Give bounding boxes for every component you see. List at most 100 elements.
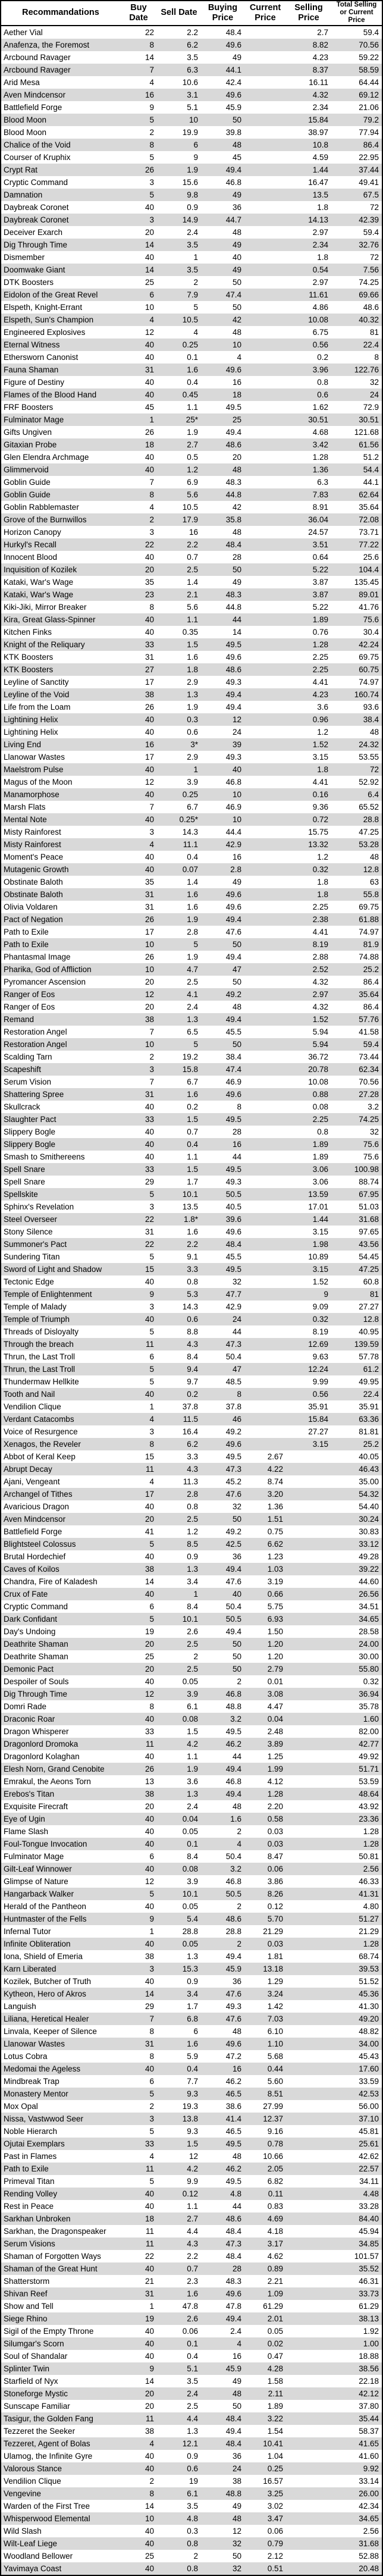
cell-buy_date[interactable]: 5 [149, 152, 154, 162]
cell-total[interactable]: 86.4 [363, 977, 379, 986]
cell-name[interactable]: Skullcrack [4, 1102, 40, 1111]
cell-sell_date[interactable]: 0.25 [182, 789, 198, 799]
cell-name[interactable]: Grove of the Burnwillos [4, 515, 87, 524]
cell-sell_date[interactable]: 1.1 [187, 402, 198, 412]
cell-buy_date[interactable]: 40 [145, 1314, 154, 1324]
cell-selling_price[interactable]: 0.54 [312, 265, 328, 274]
cell-buying_price[interactable]: 48.4 [225, 1239, 241, 1249]
cell-selling_price[interactable]: 2.25 [312, 652, 328, 662]
cell-buying_price[interactable]: 24 [232, 2464, 241, 2473]
cell-total[interactable]: 61.56 [359, 440, 379, 449]
cell-selling_price[interactable]: 30.51 [308, 415, 328, 424]
cell-total[interactable]: 1.92 [363, 2326, 379, 2336]
cell-name[interactable]: Path to Exile [4, 2164, 49, 2173]
cell-current_price[interactable]: 3.24 [267, 1989, 283, 1998]
cell-buy_date[interactable]: 38 [145, 1014, 154, 1024]
cell-sell_date[interactable]: 6.1 [187, 2489, 198, 2498]
cell-sell_date[interactable]: 13.8 [182, 2114, 198, 2123]
cell-buy_date[interactable]: 20 [145, 1664, 154, 1674]
column-header-buying_price[interactable]: Buying Price [201, 1, 244, 26]
cell-selling_price[interactable]: 2.7 [317, 27, 328, 37]
cell-selling_price[interactable]: 0.16 [312, 789, 328, 799]
cell-buy_date[interactable]: 6 [149, 290, 154, 299]
cell-current_price[interactable] [244, 863, 286, 876]
cell-sell_date[interactable]: 16 [189, 527, 198, 537]
cell-total[interactable]: 81.81 [359, 1427, 379, 1436]
cell-sell_date[interactable]: 0.9 [187, 1552, 198, 1561]
cell-name[interactable]: Kitchen Finks [4, 627, 52, 637]
cell-current_price[interactable] [244, 563, 286, 576]
cell-selling_price[interactable]: 24.57 [308, 527, 328, 537]
cell-total[interactable]: 46.31 [359, 2276, 379, 2286]
cell-name[interactable]: Fulminator Mage [4, 415, 64, 424]
cell-buying_price[interactable]: 50 [232, 1664, 241, 1674]
cell-current_price[interactable]: 1.20 [267, 1651, 283, 1661]
cell-sell_date[interactable]: 3.5 [187, 2501, 198, 2511]
cell-buying_price[interactable]: 45 [232, 152, 241, 162]
cell-selling_price[interactable]: 14.13 [308, 215, 328, 224]
cell-current_price[interactable]: 0.44 [267, 2064, 283, 2073]
cell-buy_date[interactable]: 20 [145, 227, 154, 237]
cell-buying_price[interactable]: 44.8 [225, 490, 241, 499]
cell-selling_price[interactable]: 9.63 [312, 1352, 328, 1361]
cell-total[interactable]: 20.48 [359, 2564, 379, 2573]
cell-name[interactable]: Sarkhan Unbroken [4, 2214, 71, 2223]
column-header-total[interactable]: Total Selling or Current Price [331, 1, 382, 26]
cell-current_price[interactable] [244, 1026, 286, 1038]
cell-name[interactable]: Valorous Stance [4, 2464, 62, 2473]
cell-selling_price[interactable] [286, 2163, 331, 2175]
cell-buy_date[interactable]: 1 [149, 415, 154, 424]
cell-total[interactable]: 22.95 [359, 152, 379, 162]
cell-current_price[interactable] [244, 326, 286, 339]
cell-sell_date[interactable]: 1.2 [187, 1527, 198, 1536]
cell-current_price[interactable] [244, 913, 286, 926]
cell-buying_price[interactable]: 47.2 [225, 2051, 241, 2061]
cell-sell_date[interactable]: 0.6 [187, 727, 198, 737]
cell-selling_price[interactable] [286, 1538, 331, 1550]
cell-name[interactable]: Battlefield Forge [4, 1527, 62, 1536]
cell-selling_price[interactable]: 0.56 [312, 1389, 328, 1399]
cell-selling_price[interactable] [286, 2050, 331, 2063]
cell-buying_price[interactable]: 49.6 [225, 2039, 241, 2048]
cell-buy_date[interactable]: 12 [145, 989, 154, 999]
cell-name[interactable]: Dismember [4, 252, 45, 262]
cell-current_price[interactable]: 0.51 [267, 2564, 283, 2573]
cell-total[interactable]: 53.28 [359, 839, 379, 849]
cell-name[interactable]: Serum Visions [4, 2239, 55, 2248]
cell-buy_date[interactable]: 13 [145, 1776, 154, 1786]
cell-total[interactable]: 18.88 [359, 2351, 379, 2361]
cell-buying_price[interactable]: 49.5 [225, 402, 241, 412]
cell-selling_price[interactable]: 0.76 [312, 627, 328, 637]
cell-total[interactable]: 65.52 [359, 802, 379, 811]
cell-total[interactable]: 12.8 [363, 864, 379, 874]
cell-selling_price[interactable]: 7.83 [312, 490, 328, 499]
cell-current_price[interactable]: 1.25 [267, 1751, 283, 1761]
cell-current_price[interactable] [244, 1300, 286, 1313]
cell-current_price[interactable]: 1.28 [267, 1789, 283, 1798]
cell-buy_date[interactable]: 5 [149, 1252, 154, 1261]
cell-buy_date[interactable]: 8 [149, 490, 154, 499]
cell-sell_date[interactable]: 6 [193, 2026, 198, 2036]
cell-buying_price[interactable]: 16 [232, 2351, 241, 2361]
cell-buying_price[interactable]: 48.3 [225, 590, 241, 599]
cell-sell_date[interactable]: 3.9 [187, 777, 198, 786]
cell-total[interactable]: 21.29 [359, 1926, 379, 1936]
cell-buying_price[interactable]: 20 [232, 452, 241, 462]
cell-total[interactable]: 72 [369, 764, 379, 774]
cell-name[interactable]: Temple of Enlightenment [4, 1289, 92, 1299]
cell-buy_date[interactable]: 7 [149, 1027, 154, 1036]
cell-buy_date[interactable]: 40 [145, 627, 154, 637]
cell-buying_price[interactable]: 48 [232, 2026, 241, 2036]
cell-selling_price[interactable]: 1.8 [317, 877, 328, 886]
cell-total[interactable]: 2.56 [363, 2526, 379, 2536]
cell-selling_price[interactable] [286, 2387, 331, 2400]
cell-total[interactable]: 32 [369, 1127, 379, 1136]
cell-sell_date[interactable]: 6.3 [187, 65, 198, 74]
cell-sell_date[interactable]: 2.5 [187, 1514, 198, 1524]
cell-buying_price[interactable]: 49.6 [225, 902, 241, 911]
cell-total[interactable]: 25.6 [363, 552, 379, 562]
cell-name[interactable]: Kiki-Jiki, Mirror Breaker [4, 602, 87, 612]
cell-sell_date[interactable]: 2.4 [187, 1801, 198, 1811]
cell-selling_price[interactable]: 15.84 [308, 1414, 328, 1424]
cell-buy_date[interactable]: 11 [145, 1739, 154, 1748]
